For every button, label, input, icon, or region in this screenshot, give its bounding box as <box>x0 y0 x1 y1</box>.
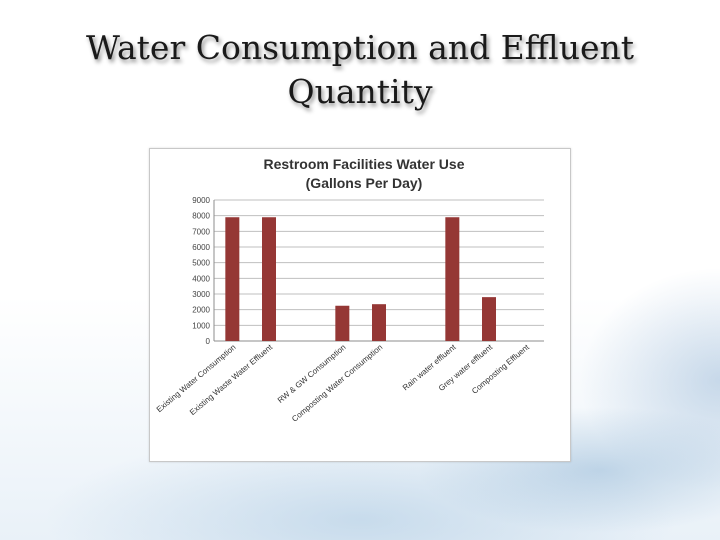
chart-subtitle: (Gallons Per Day) <box>306 175 423 191</box>
bar <box>262 217 276 341</box>
y-tick-label: 0 <box>206 337 211 346</box>
y-tick-label: 3000 <box>192 290 210 299</box>
y-tick-label: 7000 <box>192 227 210 236</box>
bar-chart: Restroom Facilities Water Use (Gallons P… <box>155 156 544 424</box>
y-tick-label: 6000 <box>192 243 210 252</box>
bar <box>335 305 350 341</box>
y-tick-label: 8000 <box>192 212 210 221</box>
bar <box>372 304 386 341</box>
y-tick-label: 9000 <box>192 196 210 205</box>
bars <box>225 217 496 341</box>
y-tick-label: 4000 <box>192 274 210 283</box>
x-tick-label: RW & GW Consumption <box>276 343 348 405</box>
slide-title: Water Consumption and Effluent Quantity <box>85 28 635 111</box>
y-tick-label: 2000 <box>192 306 210 315</box>
y-axis-ticks: 0 1000 2000 3000 4000 5000 6000 7000 8000 9000 <box>192 196 210 346</box>
bar <box>445 217 460 341</box>
bar <box>225 217 240 341</box>
chart-frame: Restroom Facilities Water Use (Gallons P… <box>149 148 571 462</box>
y-tick-label: 1000 <box>192 321 210 330</box>
chart-title: Restroom Facilities Water Use <box>264 156 465 172</box>
y-tick-label: 5000 <box>192 259 210 268</box>
bar <box>482 297 496 341</box>
